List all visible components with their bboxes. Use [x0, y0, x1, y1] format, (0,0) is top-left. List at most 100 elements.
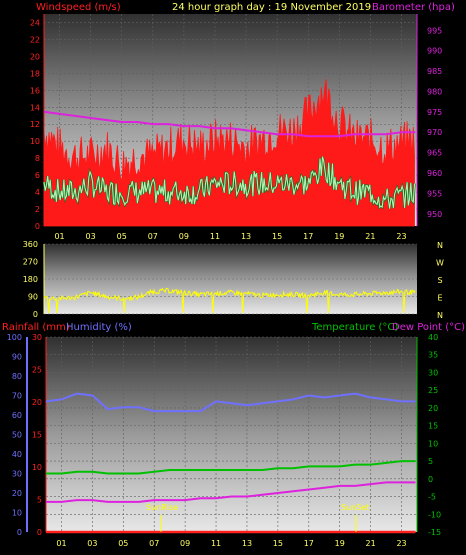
- windspeed-axis-label: Windspeed (m/s): [36, 2, 121, 13]
- wind-panel-series: [42, 79, 416, 227]
- humidity-tick-label: 80: [12, 372, 22, 381]
- compass-label: E: [437, 294, 442, 303]
- x-tick-label: 07: [149, 539, 159, 548]
- x-tick-label: 11: [211, 539, 221, 548]
- temperature-series: [46, 460, 416, 475]
- barometer-axis-label: Barometer (hpa): [372, 2, 455, 13]
- temp-panel-x-axis: 01 03 05 07 09 11 13 15 17 19 21 23: [56, 539, 406, 548]
- windspeed-tick-label: 2: [35, 205, 40, 214]
- rainfall-tick-label: 25: [32, 366, 42, 375]
- barometer-tick-label: 995: [427, 26, 442, 35]
- dewpoint-series: [46, 481, 416, 503]
- direction-tick-label: 90: [28, 293, 38, 302]
- temperature-tick-label: 15: [428, 422, 438, 431]
- x-tick-label: 19: [335, 539, 345, 548]
- windspeed-tick-label: 0: [35, 222, 40, 231]
- humidity-series: [45, 392, 416, 413]
- dewpoint-axis-label: Dew Point (°C): [392, 322, 465, 333]
- temperature-tick-label: 30: [428, 368, 438, 377]
- humidity-y-axis: 0 10 20 30 40 50 60 70 80 90 100: [7, 333, 28, 537]
- rainfall-tick-label: 0: [37, 528, 42, 537]
- windspeed-tick-label: 22: [30, 35, 40, 44]
- x-tick-label: 05: [118, 539, 128, 548]
- compass-label: N: [437, 311, 443, 320]
- rainfall-tick-label: 5: [37, 496, 42, 505]
- temperature-tick-label: -10: [428, 510, 441, 519]
- x-tick-label: 03: [86, 232, 96, 241]
- x-tick-label: 03: [87, 539, 97, 548]
- barometer-tick-label: 980: [427, 87, 442, 96]
- humidity-tick-label: 90: [12, 353, 22, 362]
- direction-y-axis: 0 90 180 270 360: [23, 240, 45, 319]
- windspeed-tick-label: 16: [30, 86, 40, 95]
- temperature-tick-label: -15: [428, 528, 441, 537]
- temperature-tick-label: 20: [428, 404, 438, 413]
- x-tick-label: 01: [56, 539, 66, 548]
- temp-panel-series: [45, 392, 416, 534]
- rainfall-y-axis: 0 5 10 15 20 25 30: [32, 333, 47, 537]
- windspeed-tick-label: 12: [30, 120, 40, 129]
- x-tick-label: 17: [304, 539, 314, 548]
- windspeed-tick-label: 14: [30, 103, 40, 112]
- direction-panel-background: [44, 244, 417, 314]
- temp-panel-background: [46, 337, 417, 532]
- barometer-tick-label: 965: [427, 149, 442, 158]
- chart-title: 24 hour graph day : 19 November 2019: [172, 2, 371, 13]
- x-tick-label: 21: [365, 232, 375, 241]
- temperature-tick-label: 40: [428, 333, 438, 342]
- windspeed-average-series: [43, 156, 416, 209]
- direction-tick-label: 180: [23, 275, 38, 284]
- x-tick-label: 19: [334, 232, 344, 241]
- sunset-label: SunSet: [341, 503, 369, 512]
- compass-label: N: [437, 241, 443, 250]
- wind-direction-series: [43, 287, 416, 314]
- humidity-tick-label: 20: [12, 489, 22, 498]
- barometer-tick-label: 955: [427, 189, 442, 198]
- humidity-tick-label: 70: [12, 392, 22, 401]
- x-tick-label: 09: [179, 232, 189, 241]
- x-tick-label: 21: [366, 539, 376, 548]
- windspeed-tick-label: 10: [30, 137, 40, 146]
- x-tick-label: 23: [396, 539, 406, 548]
- rainfall-tick-label: 30: [32, 333, 42, 342]
- x-tick-label: 09: [180, 539, 190, 548]
- barometer-series: [43, 110, 416, 138]
- x-tick-label: 15: [273, 539, 283, 548]
- barometer-tick-label: 970: [427, 128, 442, 137]
- barometer-tick-label: 960: [427, 169, 442, 178]
- humidity-tick-label: 30: [12, 470, 22, 479]
- barometer-y-axis: 950 955 960 965 970 975 980 985 990 995: [416, 14, 442, 226]
- barometer-tick-label: 985: [427, 67, 442, 76]
- rainfall-tick-label: 20: [32, 398, 42, 407]
- rainfall-tick-label: 10: [32, 463, 42, 472]
- x-tick-label: 05: [117, 232, 127, 241]
- humidity-axis-label: Humidity (%): [66, 322, 132, 333]
- humidity-tick-label: 100: [7, 333, 22, 342]
- windspeed-tick-label: 18: [30, 69, 40, 78]
- x-tick-label: 17: [303, 232, 313, 241]
- x-tick-label: 13: [241, 232, 251, 241]
- temperature-tick-label: 0: [428, 475, 433, 484]
- humidity-tick-label: 10: [12, 509, 22, 518]
- humidity-tick-label: 60: [12, 411, 22, 420]
- temperature-y-axis: -15 -10 -5 0 5 10 15 20 25 30 35 40: [416, 333, 441, 537]
- temperature-tick-label: 25: [428, 386, 438, 395]
- temperature-tick-label: 35: [428, 351, 438, 360]
- direction-tick-label: 0: [33, 310, 38, 319]
- x-tick-label: 07: [148, 232, 158, 241]
- humidity-tick-label: 0: [17, 528, 22, 537]
- x-tick-label: 11: [210, 232, 220, 241]
- x-tick-label: 23: [396, 232, 406, 241]
- temperature-tick-label: -5: [428, 493, 436, 502]
- direction-tick-label: 360: [23, 240, 38, 249]
- sunrise-label: SunRise: [146, 503, 178, 512]
- barometer-tick-label: 975: [427, 108, 442, 117]
- windspeed-tick-label: 20: [30, 52, 40, 61]
- rainfall-axis-label: Rainfall (mm): [2, 322, 70, 333]
- windspeed-tick-label: 6: [35, 171, 40, 180]
- temperature-axis-label: Temperature (°C): [311, 322, 398, 333]
- wind-panel-x-axis: 01 03 05 07 09 11 13 15 17 19 21 23: [54, 232, 406, 241]
